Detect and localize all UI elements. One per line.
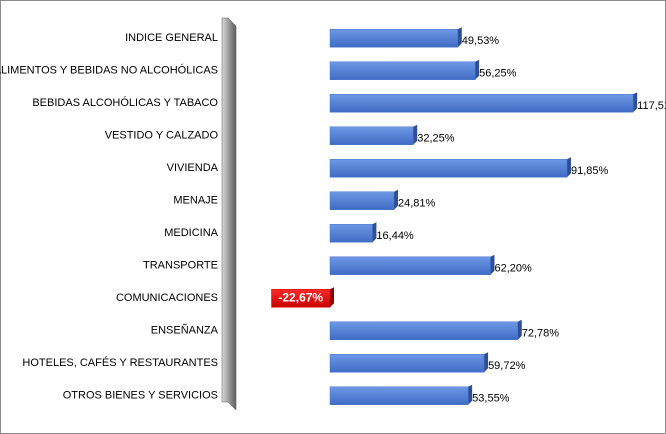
- value-label: 56,25%: [479, 68, 517, 80]
- bar: [329, 126, 414, 145]
- value-label: 59,72%: [488, 360, 526, 372]
- value-label: 24,81%: [398, 198, 436, 210]
- category-label: INDICE GENERAL: [125, 32, 218, 44]
- value-label: 91,85%: [571, 165, 609, 177]
- axis-wall: [221, 17, 237, 411]
- bar: [271, 289, 331, 308]
- bar: [329, 29, 459, 48]
- bar: [329, 61, 476, 80]
- value-label: 49,53%: [462, 35, 500, 47]
- value-label: 53,55%: [472, 393, 510, 405]
- value-label: 117,51%: [637, 100, 666, 112]
- category-label: BEBIDAS ALCOHÓLICAS Y TABACO: [32, 96, 218, 109]
- value-label: -22,67%: [278, 290, 323, 304]
- category-label: MEDICINA: [164, 227, 218, 239]
- category-label: VIVIENDA: [167, 162, 219, 174]
- category-label: OTROS BIENES Y SERVICIOS: [63, 390, 218, 402]
- value-label: 32,25%: [417, 133, 455, 145]
- value-label: 16,44%: [376, 230, 414, 242]
- category-label: MENAJE: [173, 195, 218, 207]
- category-label: TRANSPORTE: [143, 260, 218, 272]
- bar: [329, 159, 568, 178]
- bar: [329, 94, 634, 113]
- category-label: HOTELES, CAFÉS Y RESTAURANTES: [22, 356, 218, 369]
- category-label: VESTIDO Y CALZADO: [105, 130, 219, 142]
- bar: [329, 191, 395, 210]
- category-label: COMUNICACIONES: [116, 292, 218, 304]
- value-label: 62,20%: [494, 263, 532, 275]
- bar: [329, 386, 469, 405]
- value-label: 72,78%: [522, 328, 560, 340]
- category-label: ALIMENTOS Y BEBIDAS NO ALCOHÓLICAS: [0, 64, 218, 77]
- bar: [329, 256, 491, 275]
- category-label: ENSEÑANZA: [151, 324, 219, 337]
- bar: [329, 321, 519, 340]
- bar: [329, 224, 373, 243]
- bar: [329, 354, 485, 373]
